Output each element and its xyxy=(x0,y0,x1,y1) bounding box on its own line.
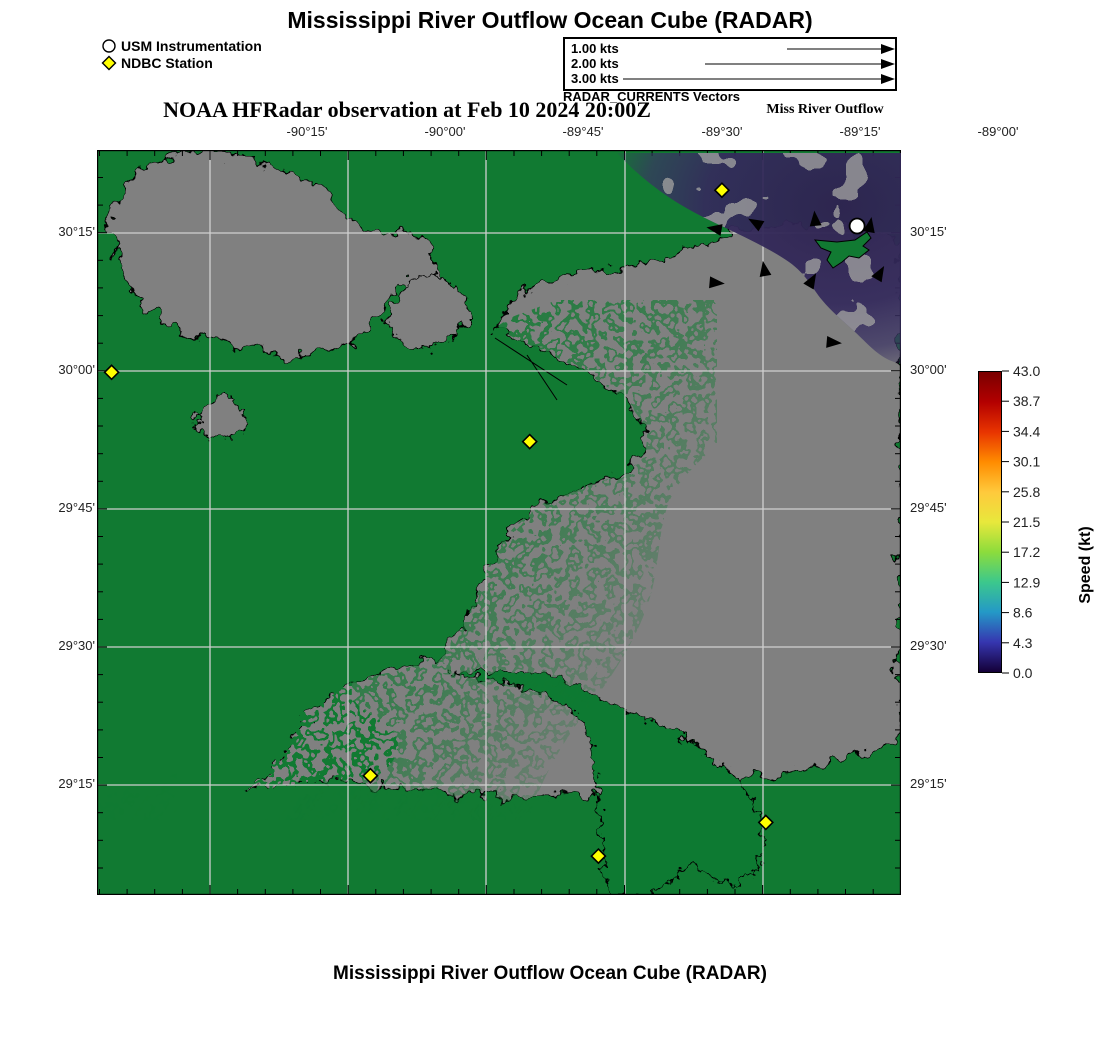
svg-text:-89°15': -89°15' xyxy=(840,124,881,139)
svg-text:30°15': 30°15' xyxy=(910,224,947,239)
svg-text:43.0: 43.0 xyxy=(1013,363,1040,379)
svg-text:30°00': 30°00' xyxy=(58,362,95,377)
svg-text:2.00 kts: 2.00 kts xyxy=(571,56,619,71)
svg-text:3.00 kts: 3.00 kts xyxy=(571,71,619,86)
svg-text:29°15': 29°15' xyxy=(910,776,947,791)
svg-text:17.2: 17.2 xyxy=(1013,544,1040,560)
svg-text:12.9: 12.9 xyxy=(1013,574,1040,590)
svg-text:30°15': 30°15' xyxy=(58,224,95,239)
svg-text:21.5: 21.5 xyxy=(1013,514,1040,530)
svg-text:4.3: 4.3 xyxy=(1013,635,1033,651)
svg-text:-89°00': -89°00' xyxy=(978,124,1019,139)
svg-text:-89°30': -89°30' xyxy=(702,124,743,139)
svg-text:29°15': 29°15' xyxy=(58,776,95,791)
svg-text:30.1: 30.1 xyxy=(1013,454,1040,470)
svg-text:Speed (kt): Speed (kt) xyxy=(1077,526,1094,603)
svg-text:38.7: 38.7 xyxy=(1013,393,1040,409)
svg-text:34.4: 34.4 xyxy=(1013,423,1040,439)
svg-text:-90°15': -90°15' xyxy=(287,124,328,139)
svg-text:29°30': 29°30' xyxy=(910,638,947,653)
svg-text:30°00': 30°00' xyxy=(910,362,947,377)
svg-text:29°30': 29°30' xyxy=(58,638,95,653)
svg-text:1.00 kts: 1.00 kts xyxy=(571,41,619,56)
svg-text:0.0: 0.0 xyxy=(1013,665,1033,681)
svg-text:29°45': 29°45' xyxy=(910,500,947,515)
svg-text:25.8: 25.8 xyxy=(1013,484,1040,500)
svg-text:-90°00': -90°00' xyxy=(425,124,466,139)
svg-text:29°45': 29°45' xyxy=(58,500,95,515)
svg-text:-89°45': -89°45' xyxy=(563,124,604,139)
svg-text:8.6: 8.6 xyxy=(1013,605,1033,621)
